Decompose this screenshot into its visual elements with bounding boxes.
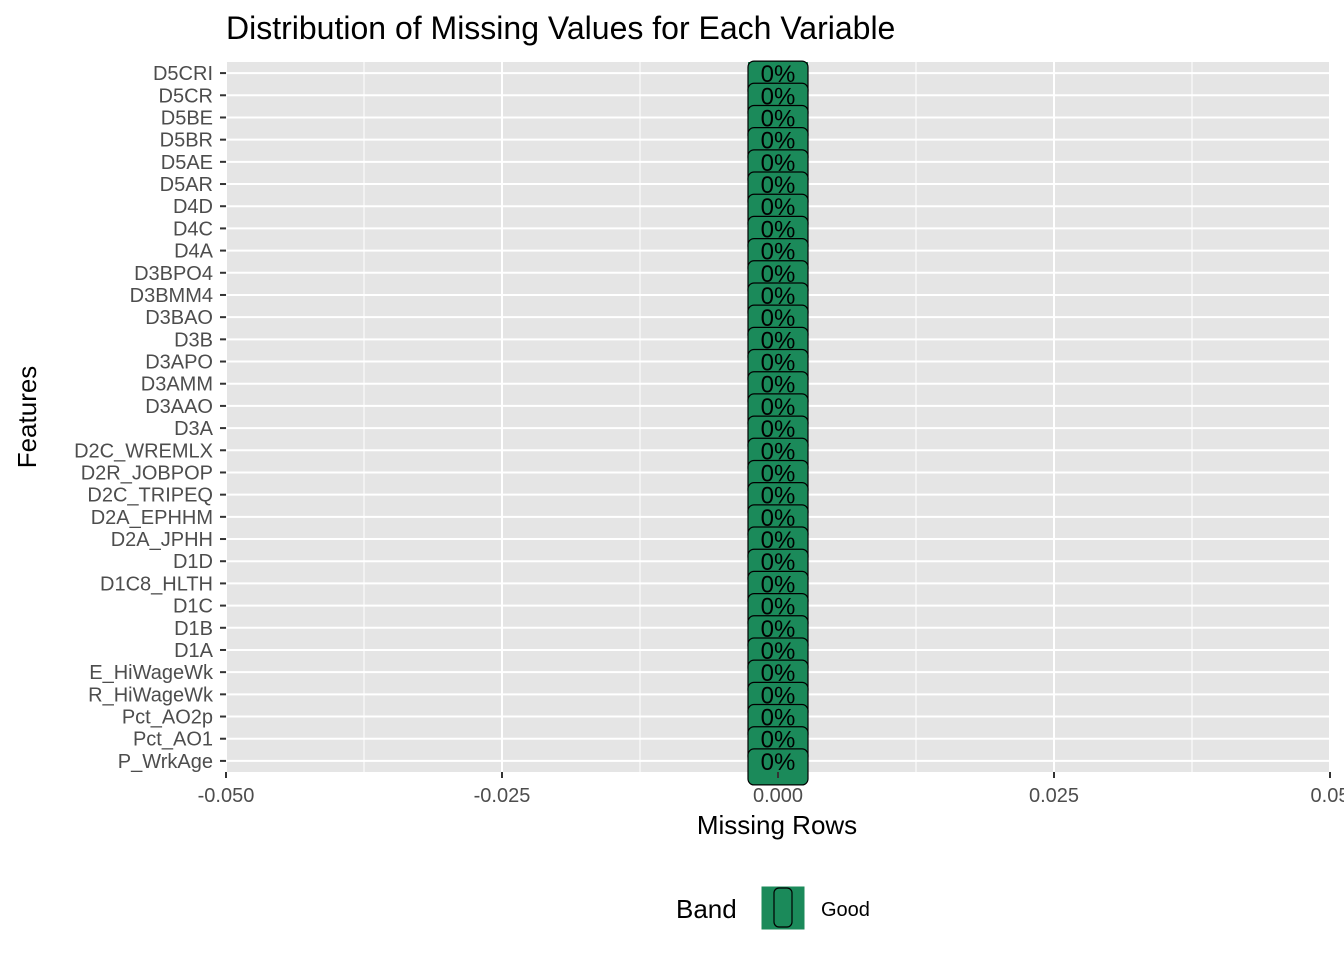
- bar-label-Pct_AO2p: 0%: [761, 705, 796, 732]
- y-tick-label-D1C: D1C: [173, 596, 213, 618]
- y-tick-label-D2C_TRIPEQ: D2C_TRIPEQ: [87, 485, 213, 507]
- chart-title: Distribution of Missing Values for Each …: [226, 10, 895, 46]
- bar-label-D2C_WREMLX: 0%: [761, 438, 796, 465]
- bar-label-D5CRI: 0%: [761, 61, 796, 88]
- bar-label-D3A: 0%: [761, 416, 796, 443]
- y-tick-label-D5CR: D5CR: [159, 85, 213, 107]
- y-tick-label-D3BPO4: D3BPO4: [134, 263, 213, 285]
- bar-label-D3AMM: 0%: [761, 372, 796, 399]
- bar-label-D3APO: 0%: [761, 350, 796, 377]
- y-tick-label-D3A: D3A: [174, 418, 214, 440]
- bar-label-D4A: 0%: [761, 239, 796, 266]
- bar-label-D4D: 0%: [761, 194, 796, 221]
- y-tick-label-D2A_EPHHM: D2A_EPHHM: [91, 507, 213, 529]
- bar-label-Pct_AO1: 0%: [761, 727, 796, 754]
- bar-label-R_HiWageWk: 0%: [761, 682, 796, 709]
- y-tick-label-D3BAO: D3BAO: [145, 307, 213, 329]
- bar-label-D5BR: 0%: [761, 128, 796, 155]
- bar-label-D3BAO: 0%: [761, 305, 796, 332]
- y-tick-label-D5BR: D5BR: [160, 130, 213, 152]
- y-tick-label-D5CRI: D5CRI: [153, 63, 213, 85]
- bar-label-D4C: 0%: [761, 216, 796, 243]
- y-tick-label-D5AE: D5AE: [161, 152, 213, 174]
- y-axis-title: Features: [12, 366, 42, 469]
- legend-key-label-glyph: [773, 887, 793, 928]
- legend-title: Band: [676, 894, 737, 924]
- x-tick-label: 0.000: [753, 785, 803, 807]
- bar-label-D5BE: 0%: [761, 105, 796, 132]
- bar-label-P_WrkAge: 0%: [761, 749, 796, 776]
- x-tick-label: -0.025: [474, 785, 531, 807]
- bar-label-D3BMM4: 0%: [761, 283, 796, 310]
- y-tick-label-R_HiWageWk: R_HiWageWk: [88, 684, 214, 706]
- y-tick-label-D5AR: D5AR: [160, 174, 213, 196]
- bar-label-box-P_WrkAge: [747, 748, 809, 786]
- bar-label-D3B: 0%: [761, 327, 796, 354]
- x-tick-label: -0.050: [198, 785, 255, 807]
- x-tick-label: 0.025: [1029, 785, 1079, 807]
- y-tick-label-D3AAO: D3AAO: [145, 396, 213, 418]
- y-tick-label-D3AMM: D3AMM: [141, 374, 213, 396]
- bar-label-D1C: 0%: [761, 594, 796, 621]
- bar-label-group: 0%0%0%0%0%0%0%0%0%0%0%0%0%0%0%0%0%0%0%0%…: [761, 61, 796, 776]
- bar-label-D5AR: 0%: [761, 172, 796, 199]
- y-tick-label-D1D: D1D: [173, 551, 213, 573]
- x-axis-title: Missing Rows: [697, 810, 857, 840]
- y-tick-label-D3APO: D3APO: [145, 352, 213, 374]
- bar-label-D1D: 0%: [761, 549, 796, 576]
- bar-label-D3AAO: 0%: [761, 394, 796, 421]
- legend-label-good: Good: [821, 899, 870, 921]
- y-tick-label-D4C: D4C: [173, 218, 213, 240]
- bar-label-D1C8_HLTH: 0%: [761, 571, 796, 598]
- y-tick-label-Pct_AO1: Pct_AO1: [133, 729, 213, 751]
- bar-label-D2C_TRIPEQ: 0%: [761, 483, 796, 510]
- bar-group: [747, 60, 809, 786]
- y-tick-label-D2C_WREMLX: D2C_WREMLX: [74, 440, 213, 462]
- y-tick-label-D4D: D4D: [173, 196, 213, 218]
- bar-label-D5CR: 0%: [761, 83, 796, 110]
- bar-label-D1A: 0%: [761, 638, 796, 665]
- y-tick-label-D2R_JOBPOP: D2R_JOBPOP: [81, 462, 213, 484]
- bar-label-D1B: 0%: [761, 616, 796, 643]
- minor-gridlines: [363, 62, 1193, 772]
- y-tick-label-D1B: D1B: [174, 618, 213, 640]
- bar-label-D2R_JOBPOP: 0%: [761, 460, 796, 487]
- legend: Band Good: [676, 885, 870, 931]
- bar-label-D2A_EPHHM: 0%: [761, 505, 796, 532]
- y-tick-label-D3BMM4: D3BMM4: [130, 285, 213, 307]
- y-tick-label-D2A_JPHH: D2A_JPHH: [111, 529, 213, 551]
- y-tick-label-D1A: D1A: [174, 640, 214, 662]
- bar-label-D5AE: 0%: [761, 150, 796, 177]
- y-tick-label-D3B: D3B: [174, 329, 213, 351]
- x-tick-label: 0.05: [1311, 785, 1344, 807]
- y-tick-label-D5BE: D5BE: [161, 107, 213, 129]
- y-tick-label-Pct_AO2p: Pct_AO2p: [122, 707, 213, 729]
- bar-label-D3BPO4: 0%: [761, 261, 796, 288]
- y-tick-label-P_WrkAge: P_WrkAge: [118, 751, 213, 773]
- bar-label-D2A_JPHH: 0%: [761, 527, 796, 554]
- y-tick-label-D4A: D4A: [174, 241, 214, 263]
- y-tick-label-E_HiWageWk: E_HiWageWk: [89, 662, 214, 684]
- y-axis: D5CRID5CRD5BED5BRD5AED5ARD4DD4CD4AD3BPO4…: [74, 63, 226, 773]
- bar-label-E_HiWageWk: 0%: [761, 660, 796, 687]
- x-axis: -0.050 -0.025 0.000 0.025 0.05: [198, 772, 1344, 807]
- y-tick-label-D1C8_HLTH: D1C8_HLTH: [100, 573, 213, 595]
